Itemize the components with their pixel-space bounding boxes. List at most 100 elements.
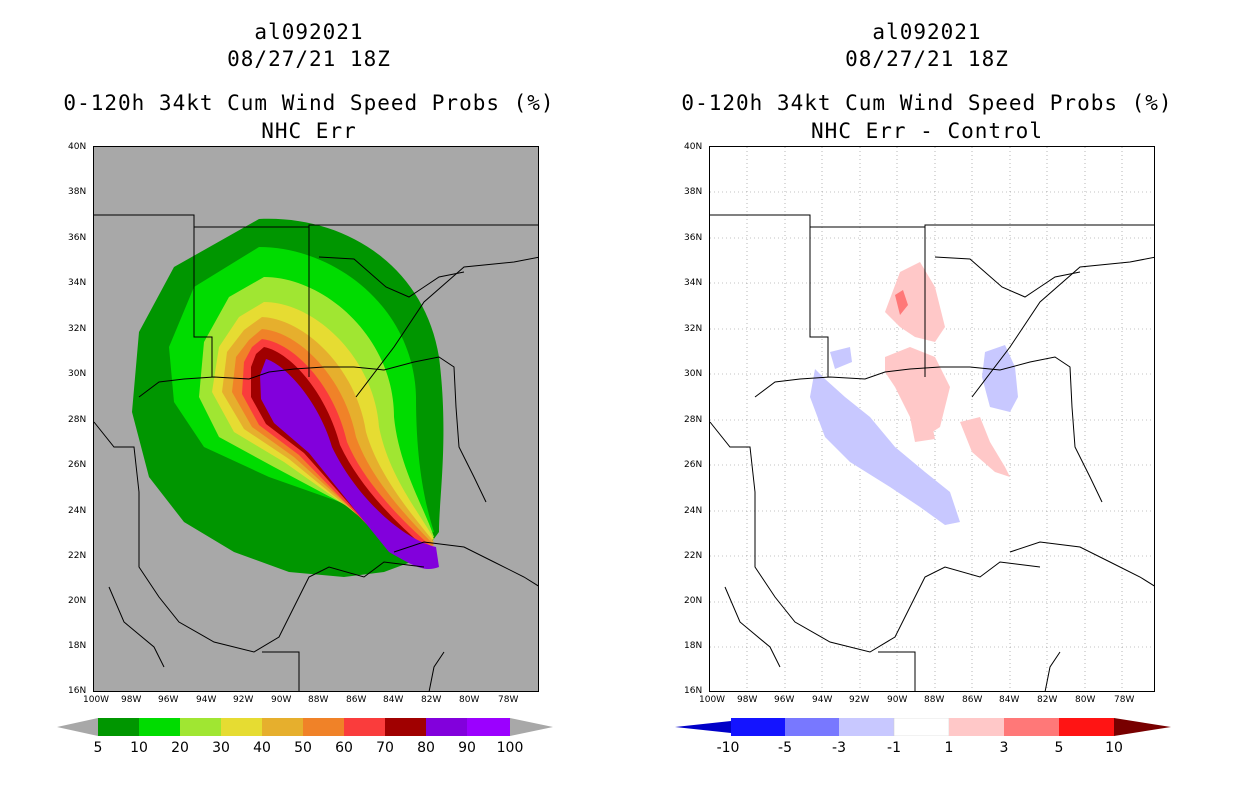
colorbar-swatch <box>180 718 221 736</box>
colorbar-label: -1 <box>887 740 901 756</box>
diff-negative-region <box>982 345 1018 412</box>
colorbar-swatch <box>893 718 950 736</box>
colorbar-label: 30 <box>212 740 230 756</box>
lon-label: 100W <box>83 695 110 705</box>
lon-label: 80W <box>1075 695 1096 705</box>
lon-label: 92W <box>233 695 254 705</box>
colorbar-label: 70 <box>376 740 394 756</box>
colorbar-swatch <box>98 718 139 736</box>
lon-label: 82W <box>421 695 442 705</box>
lat-label: 28N <box>684 415 703 425</box>
lat-label: 30N <box>68 369 87 379</box>
lon-label: 96W <box>774 695 795 705</box>
lon-label: 84W <box>999 695 1020 705</box>
left-panel: al092021 08/27/21 18Z 0-120h 34kt Cum Wi… <box>57 20 555 756</box>
lat-label: 40N <box>68 142 87 152</box>
right-panel: al092021 08/27/21 18Z 0-120h 34kt Cum Wi… <box>618 0 1236 800</box>
lat-label: 30N <box>684 369 703 379</box>
lat-label: 18N <box>68 641 87 651</box>
lon-label: 100W <box>699 695 726 705</box>
lon-label: 98W <box>121 695 142 705</box>
colorbar-swatch <box>221 718 262 736</box>
colorbar-label: 10 <box>1105 740 1123 756</box>
lon-label: 84W <box>383 695 404 705</box>
probability-map-svg <box>94 214 538 691</box>
lon-label: 78W <box>498 695 519 705</box>
lat-label: 20N <box>684 596 703 606</box>
colorbar-label: 40 <box>253 740 271 756</box>
lon-label: 94W <box>812 695 833 705</box>
colorbar-swatch <box>839 718 894 736</box>
probability-map <box>93 146 539 692</box>
lat-label: 26N <box>684 460 703 470</box>
product-title: 0-120h 34kt Cum Wind Speed Probs (%) <box>681 91 1173 115</box>
datetime: 08/27/21 18Z <box>227 47 391 71</box>
diff-positive-region <box>895 290 908 315</box>
colorbar-swatch <box>949 718 1004 736</box>
colorbar-swatch <box>731 718 785 736</box>
colorbar-label: 5 <box>93 740 103 756</box>
colorbar-label: 10 <box>130 740 148 756</box>
lat-label: 34N <box>68 278 87 288</box>
colorbar-label: -5 <box>778 740 792 756</box>
colorbar-label: -3 <box>832 740 846 756</box>
lon-label: 96W <box>158 695 179 705</box>
diff-positive-region <box>960 417 1010 477</box>
lon-label: 78W <box>1114 695 1135 705</box>
colorbar-swatch <box>785 718 839 736</box>
colorbar-label: 5 <box>1054 740 1064 756</box>
lon-label: 82W <box>1037 695 1058 705</box>
colorbar-swatch <box>1059 718 1114 736</box>
lon-label: 86W <box>962 695 983 705</box>
diff-positive-region <box>885 347 950 437</box>
colorbar-swatch <box>426 718 467 736</box>
colorbar-right <box>675 718 1171 736</box>
lat-label: 32N <box>684 324 703 334</box>
colorbar-left <box>57 718 553 736</box>
datetime: 08/27/21 18Z <box>845 47 1009 71</box>
diff-negative-region <box>810 369 960 525</box>
coastlines <box>710 214 1154 691</box>
colorbar-swatch <box>385 718 426 736</box>
lat-label: 40N <box>684 142 703 152</box>
colorbar-swatch <box>344 718 385 736</box>
prob-100-region <box>260 359 439 570</box>
coastlines <box>94 214 538 691</box>
lat-label: 36N <box>684 233 703 243</box>
colorbar-label: 3 <box>999 740 1009 756</box>
colorbar-label: 80 <box>417 740 435 756</box>
lon-label: 86W <box>346 695 367 705</box>
colorbar-label: 60 <box>335 740 353 756</box>
colorbar-lower-arrow <box>57 718 98 736</box>
lat-label: 34N <box>684 278 703 288</box>
lat-label: 20N <box>68 596 87 606</box>
colorbar-lower-arrow <box>675 721 731 733</box>
colorbar-label: 100 <box>496 740 524 756</box>
colorbar-swatch <box>262 718 303 736</box>
storm-id: al092021 <box>254 20 364 44</box>
lat-label: 38N <box>68 187 87 197</box>
difference-map-svg <box>710 147 1154 691</box>
difference-map <box>709 146 1155 692</box>
colorbar-upper-arrow <box>510 718 553 736</box>
lon-label: 92W <box>849 695 870 705</box>
colorbar-swatch <box>467 718 510 736</box>
diff-positive-region <box>885 262 945 342</box>
lon-label: 80W <box>459 695 480 705</box>
lat-label: 24N <box>684 506 703 516</box>
lat-label: 18N <box>684 641 703 651</box>
lon-label: 88W <box>308 695 329 705</box>
diff-negative-region <box>830 347 852 369</box>
lon-label: 94W <box>196 695 217 705</box>
lat-label: 26N <box>68 460 87 470</box>
panel-subtitle: NHC Err - Control <box>811 119 1043 143</box>
lat-label: 38N <box>684 187 703 197</box>
colorbar-label: 50 <box>294 740 312 756</box>
lat-label: 28N <box>68 415 87 425</box>
colorbar-upper-arrow <box>1114 718 1171 736</box>
colorbar-label: -10 <box>716 740 740 756</box>
lon-label: 88W <box>924 695 945 705</box>
lon-label: 90W <box>271 695 292 705</box>
colorbar-label: 90 <box>458 740 476 756</box>
product-title: 0-120h 34kt Cum Wind Speed Probs (%) <box>63 91 555 115</box>
